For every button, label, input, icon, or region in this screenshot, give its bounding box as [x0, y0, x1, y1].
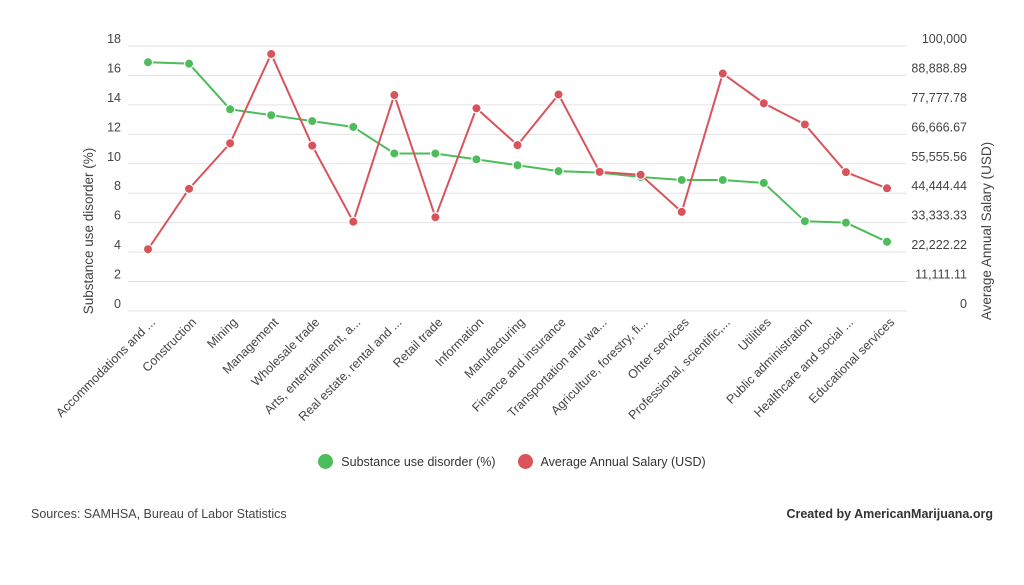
data-point-substance[interactable] — [348, 121, 359, 133]
data-point-substance[interactable] — [717, 174, 728, 186]
data-point-salary[interactable] — [758, 98, 770, 109]
data-point-salary[interactable] — [799, 119, 811, 130]
data-point-salary[interactable] — [224, 138, 236, 149]
data-point-salary[interactable] — [307, 140, 318, 151]
legend-marker-substance — [318, 454, 334, 469]
series — [142, 48, 893, 255]
right-tick-label: 77,777.78 — [911, 91, 967, 105]
left-tick-label: 10 — [107, 150, 121, 164]
legend-marker-salary — [517, 454, 533, 469]
left-tick-label: 0 — [114, 297, 121, 311]
right-tick-label: 88,888.89 — [911, 61, 967, 75]
left-axis: 0 2 4 6 8 10 12 14 16 18 — [107, 32, 121, 311]
legend-item-substance[interactable]: Substance use disorder (%) — [318, 454, 496, 469]
data-point-substance[interactable] — [676, 174, 687, 186]
data-point-salary[interactable] — [840, 166, 852, 178]
left-tick-label: 18 — [107, 32, 121, 46]
series-salary — [142, 48, 893, 255]
left-axis-title: Substance use disorder (%) — [81, 148, 96, 315]
data-point-salary[interactable] — [717, 68, 728, 79]
right-tick-label: 33,333.33 — [911, 209, 967, 223]
data-point-salary[interactable] — [142, 244, 154, 255]
category-label: Mining — [204, 315, 240, 351]
category-labels: Accommodations and ...Construction Mining… — [53, 315, 897, 424]
right-tick-label: 0 — [960, 297, 967, 311]
left-tick-label: 2 — [114, 268, 121, 282]
sources-text: Sources: SAMHSA, Bureau of Labor Statist… — [31, 507, 287, 521]
right-tick-label: 55,555.56 — [911, 150, 967, 164]
data-point-substance[interactable] — [224, 104, 236, 115]
legend-label-salary: Average Annual Salary (USD) — [540, 454, 706, 469]
data-point-substance[interactable] — [307, 115, 318, 127]
data-point-substance[interactable] — [758, 177, 770, 189]
data-point-salary[interactable] — [881, 183, 893, 194]
data-point-salary[interactable] — [389, 89, 400, 101]
right-tick-label: 11,111.11 — [915, 268, 967, 282]
data-point-substance[interactable] — [389, 148, 400, 159]
chart: 0 2 4 6 8 10 12 14 16 18 0 11,111.11 22,222.22 33,33… — [53, 32, 994, 424]
data-point-substance[interactable] — [142, 56, 154, 68]
gridlines — [128, 45, 907, 312]
left-tick-label: 16 — [107, 61, 121, 75]
data-point-substance[interactable] — [799, 215, 811, 227]
series-substance — [142, 56, 893, 248]
data-point-salary[interactable] — [594, 166, 605, 178]
data-point-substance[interactable] — [183, 58, 195, 69]
data-point-salary[interactable] — [512, 139, 523, 151]
legend: Substance use disorder (%) Average Annua… — [0, 454, 1024, 469]
right-tick-label: 22,222.22 — [911, 238, 967, 252]
data-point-salary[interactable] — [635, 169, 646, 180]
right-tick-label: 100,000 — [922, 32, 967, 46]
category-label: Utilities — [736, 315, 774, 353]
data-point-salary[interactable] — [183, 183, 195, 195]
right-axis-title: Average Annual Salary (USD) — [979, 142, 994, 320]
legend-item-salary[interactable]: Average Annual Salary (USD) — [517, 454, 706, 469]
legend-label-substance: Substance use disorder (%) — [341, 454, 496, 469]
right-tick-label: 44,444.44 — [911, 179, 967, 193]
left-tick-label: 14 — [107, 91, 121, 105]
series-line-salary — [147, 51, 888, 250]
data-point-salary[interactable] — [430, 211, 441, 223]
data-point-substance[interactable] — [265, 109, 277, 121]
credit-link[interactable]: Created by AmericanMarijuana.org — [786, 507, 993, 521]
data-point-salary[interactable] — [348, 216, 359, 227]
data-point-salary[interactable] — [553, 89, 564, 100]
left-tick-label: 4 — [114, 238, 121, 252]
data-point-substance[interactable] — [471, 154, 482, 165]
left-tick-label: 12 — [107, 120, 121, 134]
data-point-substance[interactable] — [881, 236, 893, 248]
data-point-substance[interactable] — [553, 165, 564, 177]
data-point-salary[interactable] — [676, 206, 687, 218]
left-tick-label: 8 — [114, 179, 121, 193]
data-point-substance[interactable] — [840, 217, 852, 228]
data-point-substance[interactable] — [430, 148, 441, 159]
data-point-salary[interactable] — [265, 48, 277, 60]
right-tick-label: 66,666.67 — [911, 120, 967, 134]
left-tick-label: 6 — [114, 209, 121, 223]
data-point-salary[interactable] — [471, 103, 482, 114]
data-point-substance[interactable] — [512, 160, 523, 171]
series-line-substance — [147, 61, 888, 243]
right-axis: 0 11,111.11 22,222.22 33,333.33 44,444.44 55,… — [911, 32, 967, 311]
